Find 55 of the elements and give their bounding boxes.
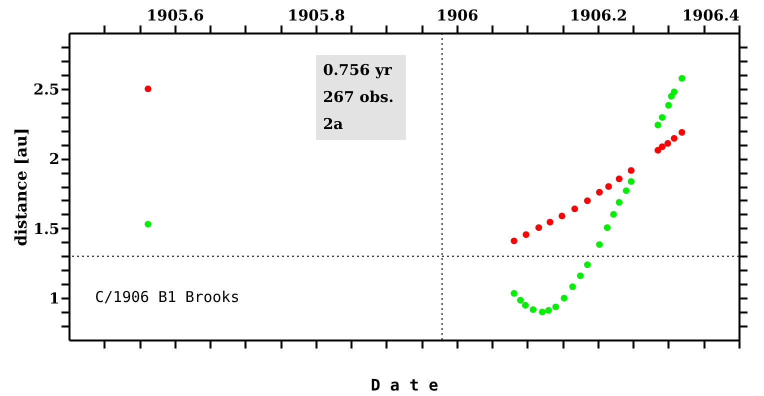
point (664, 140, 672, 147)
point (670, 135, 678, 142)
point (530, 306, 536, 313)
point (576, 272, 584, 280)
point (144, 220, 152, 228)
point (628, 178, 634, 185)
x-tick-label: 1906.4 (682, 6, 740, 24)
x-tick-label: 1905.6 (146, 6, 204, 24)
annotation: 267 obs. (323, 88, 394, 106)
point (616, 199, 622, 206)
point (510, 290, 518, 297)
point (616, 175, 622, 182)
point (522, 302, 529, 309)
y-tick-label: 2 (49, 150, 60, 168)
y-tick-label: 2.5 (33, 80, 60, 98)
point (144, 85, 152, 92)
point (610, 211, 617, 218)
point (622, 187, 630, 194)
point (569, 283, 576, 290)
y-tick-label: 1 (49, 290, 60, 308)
x-axis-title: D a t e (370, 376, 438, 394)
point (538, 308, 546, 316)
point (571, 205, 578, 212)
point (545, 307, 552, 314)
point (658, 114, 666, 121)
point (665, 102, 672, 109)
point (546, 218, 554, 226)
point (584, 261, 591, 268)
point (654, 122, 662, 128)
point (558, 212, 566, 220)
point (678, 75, 686, 82)
y-tick-label: 1.5 (33, 220, 60, 238)
point (584, 197, 591, 204)
x-tick-label: 1906.2 (570, 6, 628, 24)
x-tick-label: 1905.8 (288, 6, 346, 24)
point (658, 143, 666, 150)
point (560, 294, 568, 302)
point (535, 224, 542, 232)
point (596, 188, 603, 196)
point (654, 146, 662, 154)
point (670, 88, 678, 96)
x-tick-label: 1906 (436, 6, 478, 24)
annotation: 2a (323, 115, 344, 133)
annotation: C/1906 B1 Brooks (95, 288, 240, 306)
point (552, 304, 559, 310)
point (517, 296, 524, 304)
point (628, 167, 634, 174)
point (596, 241, 603, 248)
y-axis-title: distance [au] (11, 128, 30, 246)
point (510, 238, 518, 244)
point (678, 129, 686, 136)
annotation: 0.756 yr (323, 61, 393, 79)
point (605, 183, 612, 190)
point (604, 224, 610, 232)
point (522, 231, 530, 238)
